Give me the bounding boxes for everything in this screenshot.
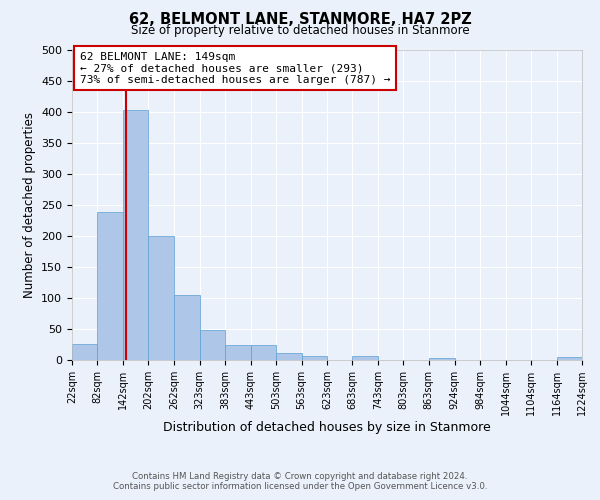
Bar [352,356,378,360]
Bar [174,295,200,360]
Bar [148,236,174,360]
Text: 62 BELMONT LANE: 149sqm
← 27% of detached houses are smaller (293)
73% of semi-d: 62 BELMONT LANE: 149sqm ← 27% of detache… [80,52,390,84]
Text: Size of property relative to detached houses in Stanmore: Size of property relative to detached ho… [131,24,469,37]
X-axis label: Distribution of detached houses by size in Stanmore: Distribution of detached houses by size … [163,421,491,434]
Bar [557,357,582,360]
Bar [276,352,302,360]
Text: Contains HM Land Registry data © Crown copyright and database right 2024.
Contai: Contains HM Land Registry data © Crown c… [113,472,487,491]
Bar [97,212,123,360]
Y-axis label: Number of detached properties: Number of detached properties [23,112,35,298]
Bar [429,358,455,360]
Bar [200,330,225,360]
Text: 62, BELMONT LANE, STANMORE, HA7 2PZ: 62, BELMONT LANE, STANMORE, HA7 2PZ [128,12,472,28]
Bar [225,344,251,360]
Bar [251,344,276,360]
Bar [302,356,327,360]
Bar [123,110,148,360]
Bar [72,344,97,360]
